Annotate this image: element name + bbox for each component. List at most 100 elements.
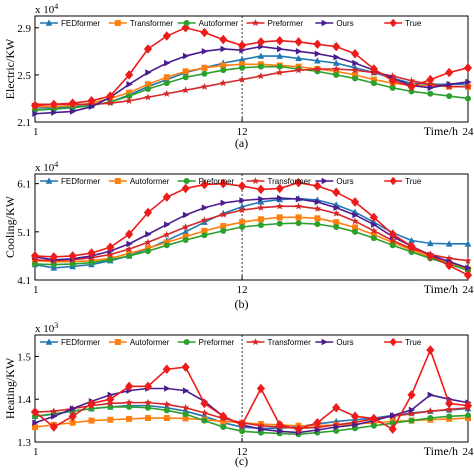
series-ours — [32, 43, 472, 118]
data-point-transformer — [50, 407, 58, 415]
data-point-preformer — [333, 224, 340, 231]
data-point-preformer — [126, 403, 133, 410]
legend: FEDformer Autoformer Preformer Transformer O… — [40, 176, 422, 186]
data-point-preformer — [106, 99, 115, 107]
data-point-ours — [32, 110, 39, 118]
data-point-ours — [465, 78, 472, 86]
data-point-true — [87, 248, 96, 258]
data-point-true — [49, 422, 58, 432]
data-point-preformer — [126, 252, 133, 259]
data-point-ours — [126, 81, 133, 88]
data-point-true — [388, 424, 397, 434]
data-point-autoformer — [220, 223, 227, 230]
data-point-ours — [277, 194, 284, 202]
data-point-transformer — [257, 203, 265, 211]
data-point-transformer — [106, 250, 115, 258]
data-point-true — [49, 252, 58, 262]
data-point-true — [463, 400, 473, 411]
legend-item-autoformer: Autoformer — [108, 177, 170, 186]
data-point-preformer — [239, 224, 246, 231]
legend-item-ours: Ours — [315, 338, 354, 347]
data-point-true — [106, 242, 115, 252]
data-point-ours — [88, 103, 96, 110]
series-line-transformer — [35, 63, 468, 108]
data-point-ours — [164, 221, 171, 228]
legend-marker — [114, 339, 121, 345]
series-line-autoformer — [34, 417, 469, 428]
series-autoformer — [32, 63, 471, 114]
data-point-true — [445, 67, 454, 78]
data-point-transformer — [182, 68, 189, 75]
data-point-preformer — [239, 428, 246, 435]
data-point-ours — [389, 412, 397, 419]
data-point-ours — [32, 419, 39, 427]
data-point-true — [275, 420, 284, 430]
data-point-preformer — [408, 417, 415, 424]
data-point-true — [256, 383, 265, 394]
legend: FEDformer Transformer Autoformer Preformer O… — [40, 18, 422, 28]
data-point-true — [313, 417, 322, 428]
data-point-true — [238, 181, 247, 191]
data-point-transformer — [125, 398, 133, 406]
data-point-true — [125, 70, 134, 80]
legend-label: Ours — [336, 177, 353, 186]
data-point-true — [332, 41, 341, 52]
data-point-ours — [164, 385, 171, 392]
data-point-ours — [446, 81, 453, 88]
data-point-preformer — [69, 261, 76, 268]
x-tick-label: 1 — [33, 446, 39, 458]
y-tick-label: 1.3 — [17, 437, 31, 449]
data-point-true — [275, 35, 284, 46]
series-line-ours — [34, 45, 469, 115]
data-point-ours — [277, 45, 284, 53]
y-tick-label: 4.1 — [17, 275, 31, 287]
data-point-ours — [314, 198, 321, 206]
data-point-ours — [465, 264, 472, 272]
axis-multiplier: x 103 — [35, 321, 58, 335]
data-point-true — [463, 270, 473, 280]
axis-multiplier-exponent: 3 — [54, 321, 58, 330]
data-point-true — [445, 398, 454, 409]
data-point-true — [313, 181, 322, 191]
data-point-transformer — [200, 216, 209, 224]
data-point-preformer — [332, 65, 340, 73]
data-point-autoformer — [107, 416, 114, 423]
data-point-preformer — [352, 228, 359, 235]
data-point-ours — [352, 211, 359, 219]
data-point-true — [181, 362, 190, 372]
data-point-transformer — [181, 403, 190, 411]
y-tick-label: 6.1 — [17, 179, 31, 191]
data-point-preformer — [144, 404, 151, 411]
data-point-true — [87, 96, 96, 106]
y-tick-label: 2.5 — [17, 70, 31, 82]
data-point-true — [407, 241, 416, 252]
legend-item-transformer: Transformer — [246, 177, 311, 186]
series-true — [30, 345, 473, 434]
data-point-transformer — [144, 398, 152, 406]
data-point-autoformer — [352, 75, 359, 82]
legend-label: FEDformer — [61, 19, 100, 28]
legend-marker — [45, 338, 53, 345]
data-point-preformer — [446, 413, 453, 420]
legend-marker — [321, 338, 328, 346]
legend-item-preformer: Preformer — [246, 19, 303, 28]
legend-marker — [321, 177, 328, 185]
x-axis-label: Time/h — [424, 444, 458, 458]
x-tick-label: 12 — [237, 446, 248, 458]
data-point-fedformer — [464, 240, 472, 247]
legend-label: Autoformer — [130, 177, 170, 186]
chart-panel-electric: 2.1 2.5 2.9 1 12 24 Time/h Electric/KW x 104 (a) F… — [3, 2, 474, 150]
data-point-ours — [427, 391, 434, 399]
data-point-ours — [164, 59, 171, 67]
data-point-ours — [201, 204, 209, 212]
series-line-ours — [34, 197, 469, 269]
data-point-preformer — [389, 242, 396, 249]
data-point-transformer — [125, 245, 133, 253]
data-point-fedformer — [408, 236, 415, 244]
panel-caption: (b) — [235, 297, 249, 311]
legend-label: Autoformer — [130, 338, 170, 347]
axis-multiplier-exponent: 4 — [54, 160, 58, 169]
data-point-true — [256, 184, 265, 195]
data-point-true — [219, 34, 228, 45]
